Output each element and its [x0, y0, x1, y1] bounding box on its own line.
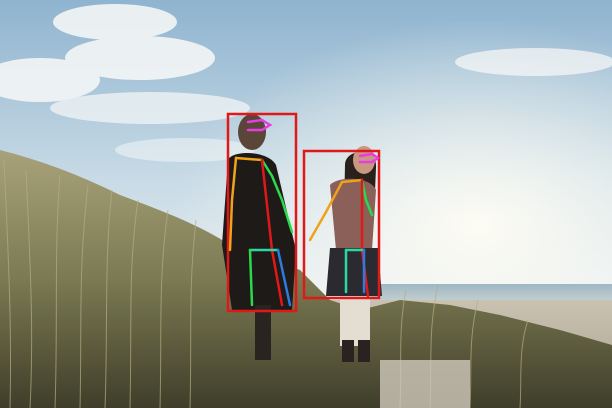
pose-skeleton-left [228, 118, 294, 307]
left-torso-limb [228, 156, 264, 252]
pose-skeleton-right [308, 152, 381, 298]
right-arm-limb [260, 158, 294, 234]
clouds [0, 4, 612, 206]
right-arm-limb [360, 178, 374, 217]
left-arm-limb [308, 178, 364, 242]
dune-grass [0, 150, 612, 408]
person-bounding-box [302, 149, 381, 300]
grass-blades [3, 159, 529, 408]
head-keypoints [246, 118, 273, 132]
person-bounding-box [226, 112, 298, 313]
sand-path [380, 360, 470, 408]
left-leg-limb [248, 248, 254, 307]
right-leg-limb [276, 248, 292, 307]
head-keypoints [358, 152, 381, 164]
